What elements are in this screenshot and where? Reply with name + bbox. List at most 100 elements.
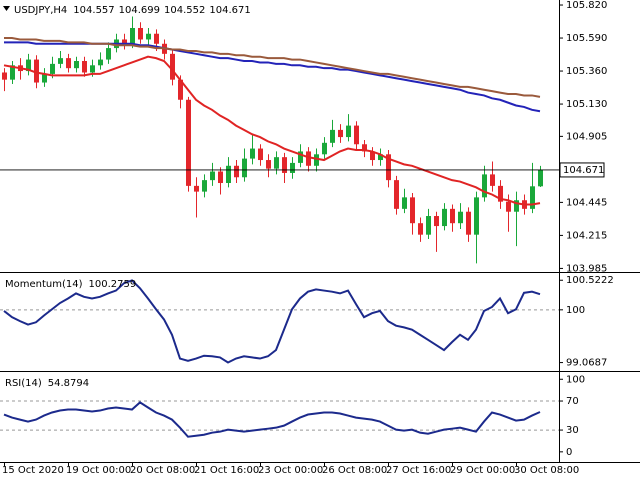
pane-title: RSI(14) 54.8794 <box>5 378 89 389</box>
candle-body <box>514 200 519 212</box>
indicator-name: Momentum(14) <box>5 279 83 290</box>
candle-body <box>386 154 391 181</box>
title-value: 104.552 <box>164 5 205 16</box>
candle-body <box>362 144 367 152</box>
y-tick-label: 99.0687 <box>566 358 607 369</box>
y-tick-label: 100 <box>566 374 585 385</box>
candle-body <box>482 174 487 198</box>
candle-body <box>266 160 271 169</box>
x-tick-label: 27 Oct 16:00 <box>386 465 451 476</box>
candle-body <box>290 162 295 173</box>
candle-body <box>402 197 407 209</box>
candle-body <box>458 211 463 224</box>
title-value: 104.699 <box>119 5 160 16</box>
candle-body <box>194 185 199 192</box>
candle-body <box>410 197 415 224</box>
candle-body <box>426 216 431 235</box>
candle-body <box>122 39 127 44</box>
candle-body <box>50 63 55 74</box>
moving-average <box>4 37 541 98</box>
last-price-label: 104.671 <box>563 165 604 176</box>
candle-body <box>82 61 87 73</box>
candle-body <box>490 174 495 186</box>
candle-body <box>274 157 279 169</box>
y-tick-label: 103.985 <box>566 263 607 274</box>
y-tick-label: 104.215 <box>566 230 607 241</box>
candle-body <box>282 157 287 173</box>
candle-body <box>90 65 95 73</box>
candle-body <box>322 142 327 155</box>
y-tick-label: 105.130 <box>566 99 607 110</box>
candle-body <box>354 125 359 145</box>
title-value: 54.8794 <box>48 378 89 389</box>
y-tick-label: 105.820 <box>566 0 607 11</box>
candle-body <box>330 129 335 143</box>
candle-body <box>226 165 231 184</box>
indicator-line <box>3 401 541 438</box>
candle-body <box>314 154 319 166</box>
indicator-line <box>3 279 541 364</box>
candle-body <box>66 58 71 69</box>
y-tick-label: 105.360 <box>566 66 607 77</box>
candle-body <box>138 27 143 40</box>
x-tick-label: 23 Oct 00:00 <box>258 465 323 476</box>
y-tick-label: 0 <box>566 447 572 458</box>
indicator-name: RSI(14) <box>5 378 42 389</box>
y-tick-label: 100 <box>566 305 585 316</box>
candle-body <box>186 99 191 186</box>
candle-body <box>378 154 383 161</box>
candle-body <box>474 197 479 235</box>
last-price-box <box>559 162 605 178</box>
candle-body <box>530 186 535 209</box>
candle-body <box>242 158 247 178</box>
x-tick-label: 26 Oct 08:00 <box>322 465 387 476</box>
candle-body <box>506 201 511 212</box>
x-tick-label: 30 Oct 08:00 <box>514 465 579 476</box>
candle-body <box>98 59 103 66</box>
candle-body <box>338 129 343 138</box>
candle-body <box>154 33 159 44</box>
candle-body <box>370 151 375 161</box>
y-tick-label: 100.5222 <box>566 275 614 286</box>
candle-body <box>170 53 175 80</box>
title-value: 104.557 <box>73 5 114 16</box>
candle-body <box>346 125 351 138</box>
candle-body <box>130 27 135 44</box>
candle-body <box>442 208 447 227</box>
x-tick-label: 20 Oct 08:00 <box>130 465 195 476</box>
candle-body <box>74 61 79 69</box>
candle-body <box>10 65 15 80</box>
pane-title: Momentum(14) 100.2759 <box>5 279 136 290</box>
pane-title: USDJPY,H4 104.557 104.699 104.552 104.671 <box>14 5 251 16</box>
candle-body <box>306 151 311 166</box>
candle-body <box>450 208 455 224</box>
candle-body <box>250 148 255 159</box>
candle-body <box>234 165 239 178</box>
x-tick-label: 29 Oct 00:00 <box>450 465 515 476</box>
candle-body <box>42 73 47 83</box>
candle-body <box>538 169 543 187</box>
candle-body <box>434 216 439 227</box>
candle-body <box>258 148 263 161</box>
candle-body <box>210 171 215 181</box>
candle-body <box>178 79 183 100</box>
y-tick-label: 70 <box>566 396 579 407</box>
candle-body <box>394 180 399 209</box>
indicator-name: USDJPY,H4 <box>14 5 67 16</box>
title-value: 104.671 <box>209 5 250 16</box>
x-tick-label: 21 Oct 16:00 <box>194 465 259 476</box>
x-tick-label: 19 Oct 00:00 <box>66 465 131 476</box>
candle-body <box>498 185 503 202</box>
candle-body <box>218 171 223 184</box>
candle-body <box>298 151 303 163</box>
title-value: 100.2759 <box>89 279 137 290</box>
candle-body <box>58 58 63 64</box>
y-tick-label: 30 <box>566 425 579 436</box>
candle-body <box>34 59 39 83</box>
candle-body <box>146 33 151 40</box>
x-tick-label: 15 Oct 2020 <box>2 465 64 476</box>
candle-body <box>418 223 423 235</box>
